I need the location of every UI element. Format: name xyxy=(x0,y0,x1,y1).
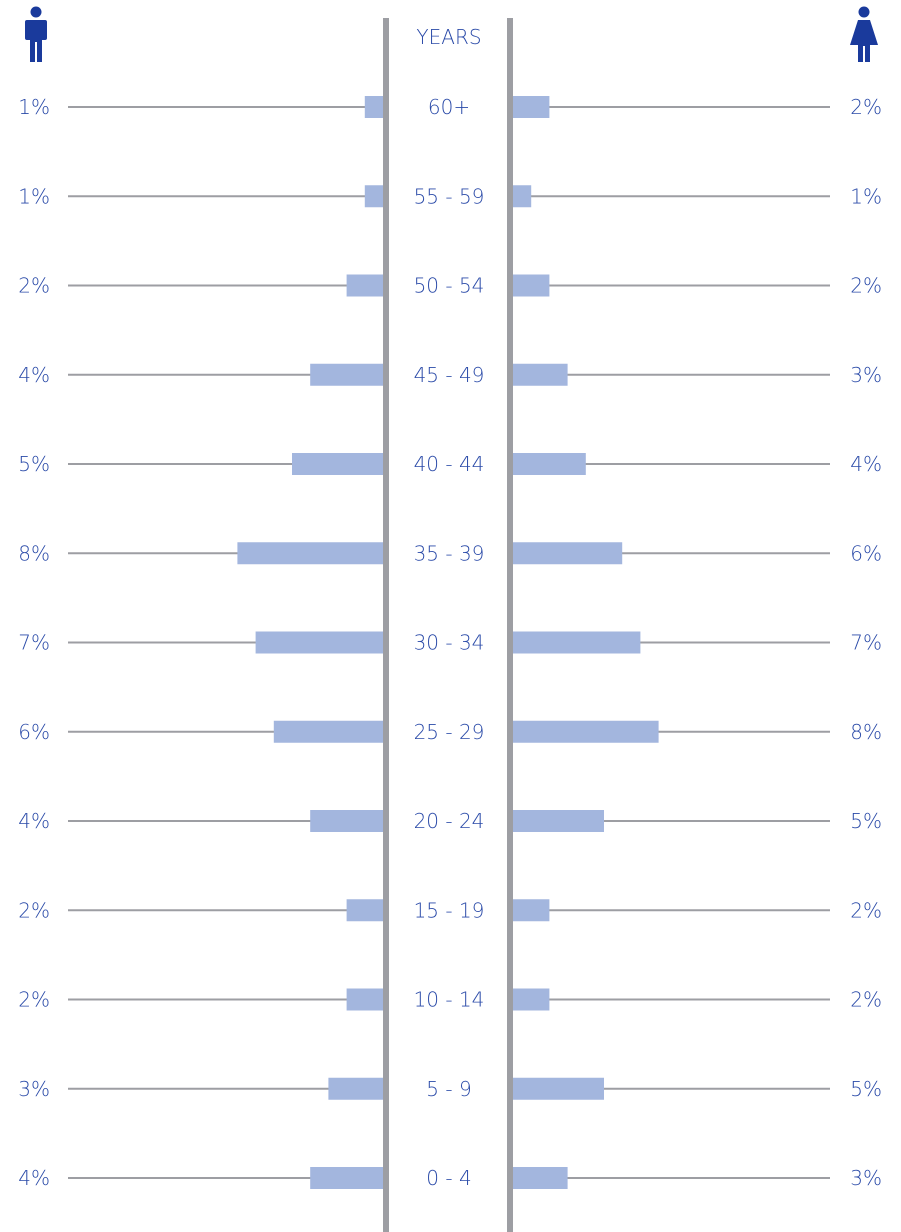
female-value-label: 8% xyxy=(850,720,882,744)
male-bar xyxy=(346,899,383,922)
age-group-label: 0 - 4 xyxy=(426,1166,471,1190)
age-group-label: 5 - 9 xyxy=(426,1077,471,1101)
age-group-label: 25 - 29 xyxy=(414,720,485,744)
male-bar xyxy=(237,542,383,565)
age-group-label: 30 - 34 xyxy=(414,631,485,655)
age-group-label: 45 - 49 xyxy=(414,363,485,387)
male-icon xyxy=(25,6,47,62)
female-value-label: 2% xyxy=(850,95,882,119)
male-value-label: 8% xyxy=(18,541,50,565)
female-value-label: 4% xyxy=(850,452,882,476)
male-bar xyxy=(364,96,383,118)
male-bar xyxy=(364,185,383,208)
male-bar xyxy=(310,363,383,386)
female-value-label: 7% xyxy=(850,631,882,655)
male-bar xyxy=(310,1167,383,1189)
female-value-label: 3% xyxy=(850,1166,882,1190)
male-value-label: 4% xyxy=(18,363,50,387)
female-bar xyxy=(513,1077,604,1100)
female-bar xyxy=(513,988,550,1011)
female-bar xyxy=(513,96,550,118)
age-group-label: 40 - 44 xyxy=(414,452,485,476)
female-value-label: 3% xyxy=(850,363,882,387)
male-bar xyxy=(328,1077,383,1100)
female-bar xyxy=(513,542,623,565)
male-value-label: 2% xyxy=(18,898,50,922)
female-value-label: 5% xyxy=(850,809,882,833)
female-value-label: 5% xyxy=(850,1077,882,1101)
female-bar xyxy=(513,363,568,386)
female-bar xyxy=(513,899,550,922)
male-value-label: 3% xyxy=(18,1077,50,1101)
age-group-label: 15 - 19 xyxy=(414,898,485,922)
male-value-label: 7% xyxy=(18,631,50,655)
age-group-label: 50 - 54 xyxy=(414,274,485,298)
female-bar xyxy=(513,720,659,743)
female-bar xyxy=(513,631,641,654)
female-bar xyxy=(513,274,550,297)
female-value-label: 2% xyxy=(850,274,882,298)
female-bar xyxy=(513,185,532,208)
female-bar xyxy=(513,810,604,832)
male-bar xyxy=(273,720,383,743)
female-value-label: 6% xyxy=(850,541,882,565)
male-value-label: 6% xyxy=(18,720,50,744)
male-value-label: 2% xyxy=(18,988,50,1012)
male-value-label: 4% xyxy=(18,1166,50,1190)
male-bar xyxy=(346,274,383,297)
female-value-label: 2% xyxy=(850,898,882,922)
age-group-label: 35 - 39 xyxy=(414,541,485,565)
age-group-label: 60+ xyxy=(428,95,470,119)
male-value-label: 5% xyxy=(18,452,50,476)
male-value-label: 1% xyxy=(18,95,50,119)
age-group-label: 20 - 24 xyxy=(414,809,485,833)
male-bar xyxy=(292,453,383,475)
male-value-label: 1% xyxy=(18,184,50,208)
age-group-label: 10 - 14 xyxy=(414,988,485,1012)
years-header: YEARS xyxy=(416,25,481,49)
male-value-label: 2% xyxy=(18,274,50,298)
male-value-label: 4% xyxy=(18,809,50,833)
female-icon xyxy=(850,6,878,62)
age-group-label: 55 - 59 xyxy=(414,184,485,208)
male-bar xyxy=(255,631,383,654)
male-bar xyxy=(346,988,383,1011)
male-bar xyxy=(310,810,383,832)
female-bar xyxy=(513,453,586,475)
female-value-label: 2% xyxy=(850,988,882,1012)
female-value-label: 1% xyxy=(850,184,882,208)
female-bar xyxy=(513,1167,568,1189)
